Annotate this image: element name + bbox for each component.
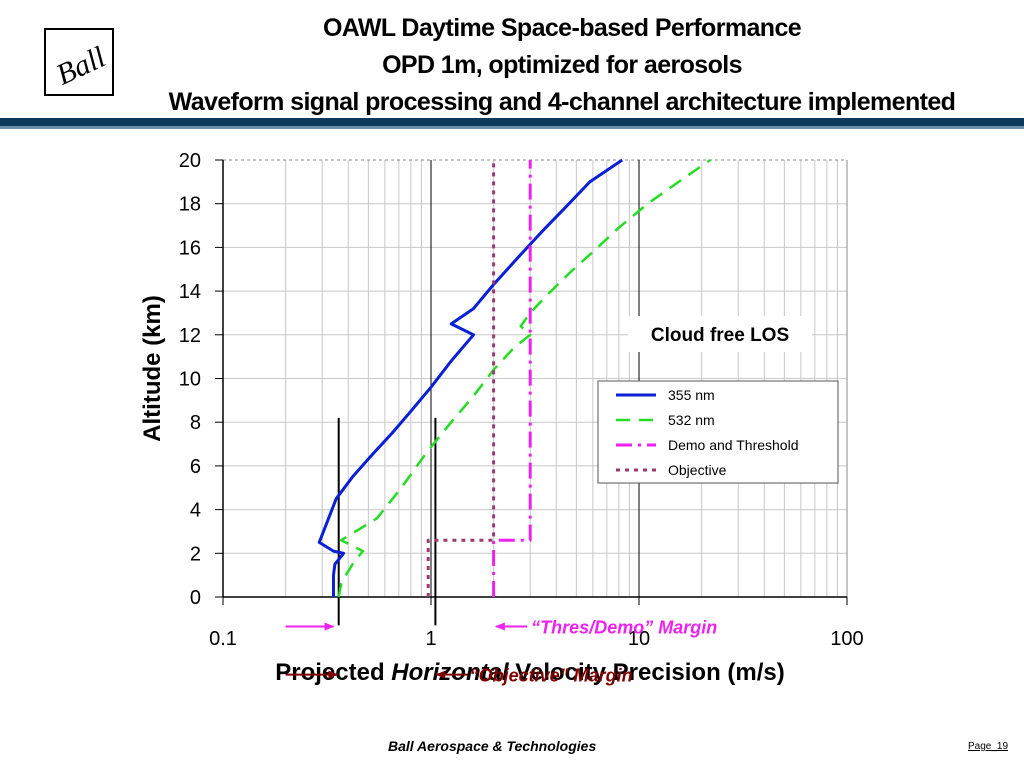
y-axis-title: Altitude (km) bbox=[139, 295, 166, 442]
legend-label: Demo and Threshold bbox=[668, 437, 798, 453]
legend-label: 355 nm bbox=[668, 387, 715, 403]
thres-margin-label: “Thres/Demo” Margin bbox=[531, 617, 717, 637]
x-axis-title-part: Horizontal bbox=[391, 659, 510, 686]
legend-label: Objective bbox=[668, 462, 727, 478]
x-axis-title-part: Projected bbox=[275, 659, 391, 686]
y-tick-label: 6 bbox=[190, 456, 201, 478]
y-tick-label: 12 bbox=[179, 325, 201, 347]
cloud-label-box bbox=[628, 316, 812, 352]
x-tick-label: 100 bbox=[830, 628, 863, 650]
series-line bbox=[337, 158, 711, 598]
y-tick-label: 14 bbox=[179, 281, 201, 303]
header-rule bbox=[0, 118, 1024, 126]
objective-margin-label: “Objective” Margin bbox=[470, 666, 633, 686]
y-tick-label: 4 bbox=[190, 500, 201, 522]
legend-label: 532 nm bbox=[668, 412, 715, 428]
title-line-1: OAWL Daytime Space-based Performance bbox=[322, 14, 802, 42]
x-tick-label: 1 bbox=[425, 628, 436, 650]
series-line bbox=[492, 160, 532, 597]
series-line bbox=[317, 158, 624, 597]
cloud-label: Cloud free LOS bbox=[651, 325, 789, 346]
page-number: Page_19 bbox=[968, 741, 1009, 752]
legend bbox=[597, 380, 839, 484]
title-line-2: OPD 1m, optimized for aerosols bbox=[382, 51, 742, 79]
x-axis-title-part: Velocity Precision (m/s) bbox=[509, 659, 785, 686]
ball-logo: Ball bbox=[44, 28, 114, 96]
y-tick-label: 18 bbox=[179, 194, 201, 216]
y-tick-label: 0 bbox=[190, 587, 201, 609]
footer-company: Ball Aerospace & Technologies bbox=[388, 738, 597, 754]
x-tick-label: 0.1 bbox=[209, 628, 237, 650]
y-tick-label: 10 bbox=[179, 369, 201, 391]
series-line bbox=[426, 160, 496, 597]
x-tick-label: 10 bbox=[628, 628, 650, 650]
y-tick-label: 8 bbox=[190, 412, 201, 434]
y-tick-label: 16 bbox=[179, 237, 201, 259]
title-line-3: Waveform signal processing and 4-channel… bbox=[168, 88, 956, 116]
x-axis-title: Projected Horizontal Velocity Precision … bbox=[275, 659, 784, 686]
y-tick-label: 20 bbox=[179, 150, 201, 172]
slide-title: OAWL Daytime Space-based Performance OPD… bbox=[140, 10, 984, 121]
header-rule-light bbox=[0, 126, 1024, 129]
y-tick-label: 2 bbox=[190, 543, 201, 565]
